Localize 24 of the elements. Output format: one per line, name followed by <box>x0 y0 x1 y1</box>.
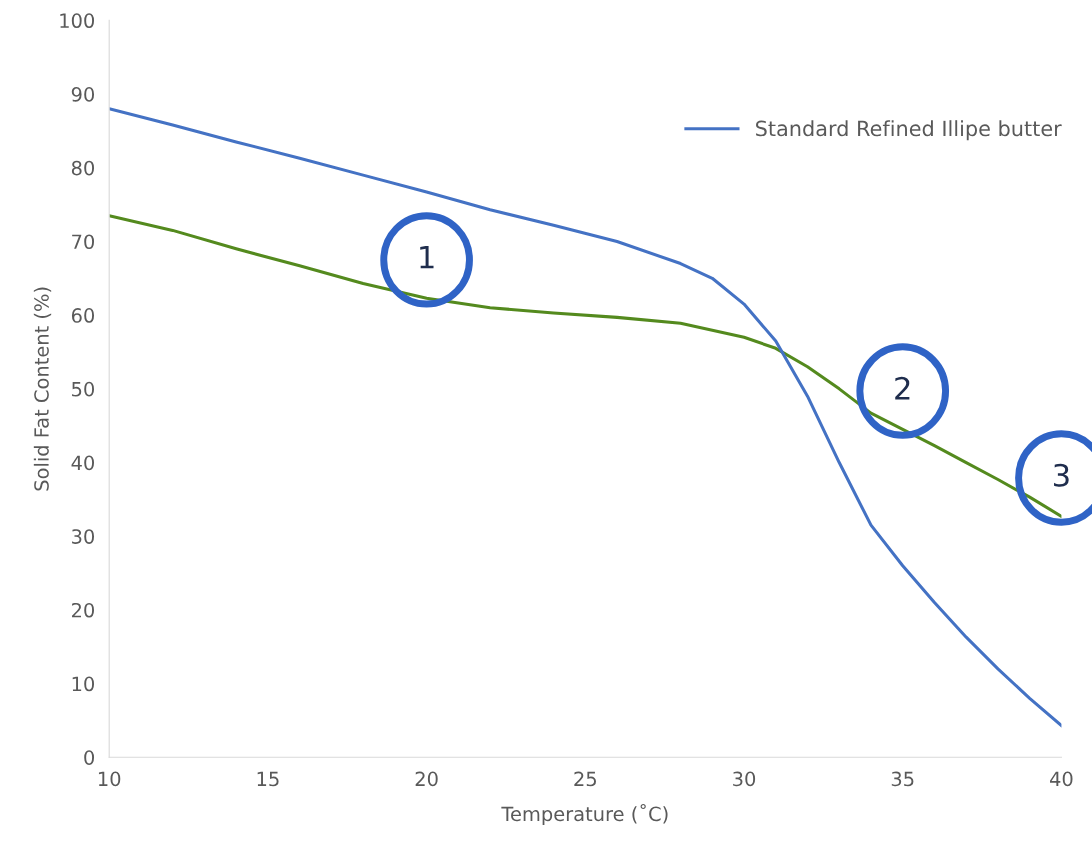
x-tick-label: 30 <box>733 771 756 787</box>
annotation: 1 <box>420 246 434 269</box>
x-tick-label: 25 <box>574 771 596 787</box>
y-tick-label: 10 <box>72 676 95 692</box>
annotation: 2 <box>895 376 910 400</box>
y-tick-label: 50 <box>72 381 95 397</box>
y-tick-label: 30 <box>72 529 95 544</box>
y-tick-label: 80 <box>71 160 95 176</box>
y-axis-title: Solid Fat Content (%) <box>33 287 52 491</box>
x-tick-label: 35 <box>891 771 914 787</box>
y-tick-label: 0 <box>84 750 95 765</box>
y-tick-label: 70 <box>72 234 95 250</box>
y-tick-label: 90 <box>71 87 95 102</box>
x-tick-label: 20 <box>415 771 438 787</box>
x-tick-label: 10 <box>98 771 121 787</box>
y-tick-label: 40 <box>71 455 95 471</box>
y-tick-label: 20 <box>71 602 95 618</box>
legend-label: Standard Refined Illipe butter <box>756 120 1062 141</box>
x-tick-label: 40 <box>1050 771 1073 787</box>
y-tick-label: 100 <box>60 13 95 29</box>
x-tick-label: 15 <box>257 771 279 787</box>
x-axis-title: Temperature (˚C) <box>501 803 668 826</box>
y-tick-label: 60 <box>71 308 95 323</box>
annotation: 3 <box>1054 463 1069 487</box>
